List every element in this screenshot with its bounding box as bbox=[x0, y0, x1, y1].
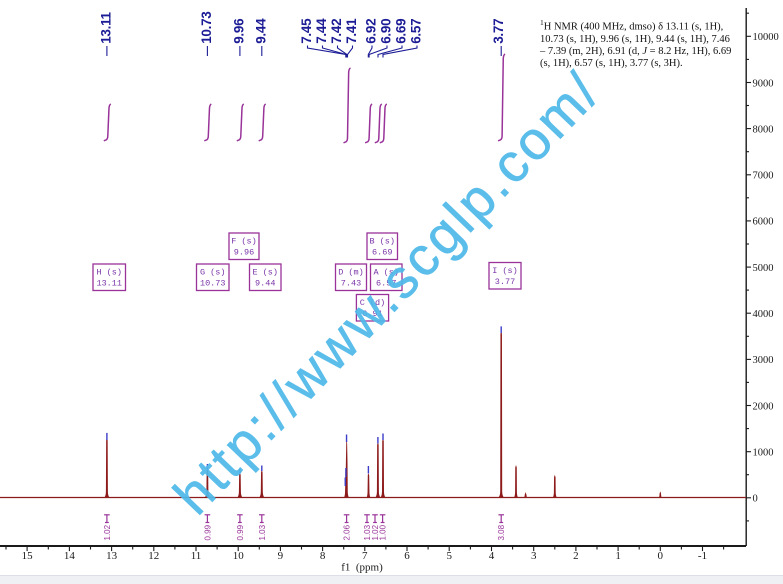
svg-text:C (d): C (d) bbox=[360, 298, 386, 308]
svg-text:H (s): H (s) bbox=[96, 268, 122, 278]
svg-text:0.99: 0.99 bbox=[236, 524, 245, 540]
svg-text:7: 7 bbox=[362, 550, 368, 562]
svg-text:3.77: 3.77 bbox=[495, 277, 515, 287]
svg-text:5000: 5000 bbox=[753, 263, 774, 274]
svg-text:6.90: 6.90 bbox=[378, 19, 393, 44]
svg-text:10.73: 10.73 bbox=[199, 11, 214, 44]
svg-text:6.57: 6.57 bbox=[376, 279, 396, 289]
svg-text:0: 0 bbox=[753, 494, 758, 505]
svg-text:0: 0 bbox=[658, 550, 664, 562]
svg-text:6000: 6000 bbox=[753, 217, 774, 228]
svg-text:3.77: 3.77 bbox=[491, 19, 506, 44]
svg-text:7.41: 7.41 bbox=[344, 18, 359, 44]
svg-text:6.92: 6.92 bbox=[363, 19, 378, 44]
svg-text:13: 13 bbox=[106, 550, 118, 562]
svg-text:10.73: 10.73 bbox=[200, 279, 226, 289]
svg-text:2.06: 2.06 bbox=[343, 524, 352, 540]
svg-text:G (s): G (s) bbox=[200, 268, 226, 278]
svg-text:f1 (ppm): f1 (ppm) bbox=[341, 562, 383, 574]
svg-text:1.02: 1.02 bbox=[371, 524, 380, 540]
svg-text:7.45: 7.45 bbox=[299, 18, 314, 44]
svg-text:0.99: 0.99 bbox=[203, 524, 212, 540]
svg-text:10: 10 bbox=[233, 550, 245, 562]
svg-text:B (s): B (s) bbox=[369, 237, 395, 247]
svg-text:8000: 8000 bbox=[753, 124, 774, 135]
svg-text:9.96: 9.96 bbox=[234, 248, 254, 258]
svg-text:1000: 1000 bbox=[753, 448, 774, 459]
svg-text:3: 3 bbox=[531, 550, 537, 562]
svg-text:3000: 3000 bbox=[753, 355, 774, 366]
svg-text:11: 11 bbox=[191, 550, 202, 562]
svg-text:9.44: 9.44 bbox=[255, 279, 275, 289]
svg-text:F (s): F (s) bbox=[231, 237, 257, 247]
svg-text:-1: -1 bbox=[698, 550, 707, 562]
svg-text:1.00: 1.00 bbox=[379, 524, 388, 540]
svg-text:1.02: 1.02 bbox=[103, 524, 112, 540]
svg-text:D (m): D (m) bbox=[338, 268, 364, 278]
svg-text:13.11: 13.11 bbox=[96, 279, 122, 289]
svg-text:E (s): E (s) bbox=[252, 268, 278, 278]
svg-text:6.69: 6.69 bbox=[372, 248, 392, 258]
svg-text:2: 2 bbox=[573, 550, 579, 562]
svg-text:4000: 4000 bbox=[753, 309, 774, 320]
svg-text:5: 5 bbox=[446, 550, 452, 562]
svg-text:9: 9 bbox=[278, 550, 284, 562]
svg-text:7.44: 7.44 bbox=[314, 18, 329, 44]
svg-text:1.03: 1.03 bbox=[363, 524, 372, 540]
svg-text:6.57: 6.57 bbox=[408, 19, 423, 44]
svg-text:4: 4 bbox=[489, 550, 495, 562]
svg-text:6.91: 6.91 bbox=[362, 309, 382, 319]
svg-text:2000: 2000 bbox=[753, 401, 774, 412]
svg-text:6: 6 bbox=[404, 550, 410, 562]
svg-text:8: 8 bbox=[320, 550, 326, 562]
svg-text:1: 1 bbox=[615, 550, 621, 562]
svg-text:A (s): A (s) bbox=[373, 268, 399, 278]
svg-text:6.69: 6.69 bbox=[393, 19, 408, 44]
svg-text:10000: 10000 bbox=[753, 32, 779, 43]
svg-text:7000: 7000 bbox=[753, 171, 774, 182]
svg-text:1.03: 1.03 bbox=[258, 524, 267, 540]
svg-text:13.11: 13.11 bbox=[99, 11, 114, 43]
svg-text:I (s): I (s) bbox=[492, 266, 518, 276]
svg-text:15: 15 bbox=[22, 550, 34, 562]
svg-text:12: 12 bbox=[148, 550, 159, 562]
svg-text:9000: 9000 bbox=[753, 78, 774, 89]
svg-text:7.43: 7.43 bbox=[341, 279, 361, 289]
svg-text:14: 14 bbox=[64, 550, 76, 562]
svg-text:9.44: 9.44 bbox=[254, 18, 269, 44]
svg-text:7.42: 7.42 bbox=[329, 19, 344, 44]
svg-text:9.96: 9.96 bbox=[232, 18, 247, 44]
svg-text:3.08: 3.08 bbox=[497, 524, 506, 540]
